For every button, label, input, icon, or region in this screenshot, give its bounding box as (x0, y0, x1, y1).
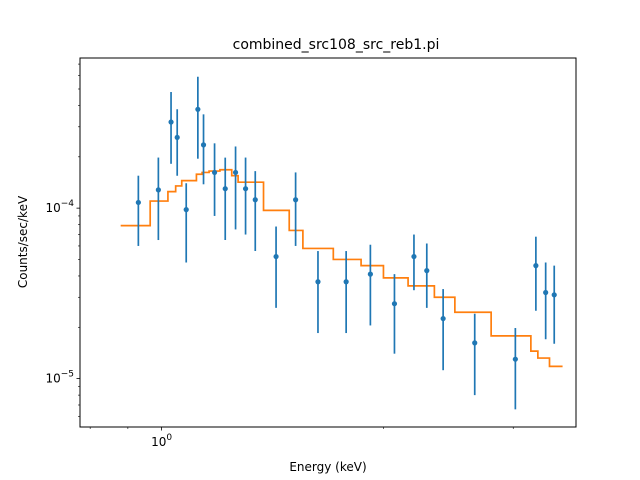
data-marker (232, 169, 239, 176)
data-point-16 (343, 251, 349, 334)
data-marker (343, 279, 349, 285)
data-marker (273, 253, 279, 260)
x-axis-label: Energy (keV) (289, 460, 366, 474)
data-marker (242, 186, 249, 192)
data-point-25 (543, 262, 549, 340)
model-step-line (120, 168, 563, 368)
data-point-22 (472, 313, 478, 396)
data-point-14 (293, 172, 299, 246)
y-axis-label: Counts/sec/keV (16, 195, 30, 288)
data-point-26 (551, 265, 557, 344)
data-marker (367, 271, 373, 277)
data-marker (512, 356, 518, 362)
data-marker (543, 289, 549, 296)
data-point-1 (135, 175, 141, 246)
data-marker (293, 197, 299, 203)
data-marker (391, 301, 398, 307)
chart-title: combined_src108_src_reb1.pi (233, 37, 440, 53)
plot-area (120, 76, 563, 410)
data-point-8 (211, 143, 218, 216)
data-points-layer (135, 76, 557, 410)
data-marker (315, 279, 321, 285)
x-tick-label: 100 (151, 433, 172, 449)
data-point-4 (174, 109, 180, 176)
data-point-20 (424, 243, 430, 308)
data-marker (411, 253, 417, 260)
data-marker (168, 119, 174, 125)
ticks-layer: 100 10−5 10−4 (45, 63, 514, 449)
data-marker (252, 197, 258, 203)
y-tick-label: 10−5 (45, 370, 74, 386)
data-point-12 (252, 171, 258, 252)
data-point-2 (155, 157, 161, 241)
data-marker (440, 315, 446, 322)
data-marker (200, 142, 207, 148)
data-marker (195, 106, 201, 112)
data-marker (174, 134, 180, 141)
data-marker (155, 187, 161, 193)
data-point-17 (367, 244, 373, 326)
data-point-6 (195, 76, 201, 159)
model-line-layer (120, 168, 563, 368)
data-point-13 (273, 226, 279, 308)
plot-frame (79, 57, 577, 428)
data-point-11 (242, 157, 249, 235)
data-marker (533, 263, 539, 269)
data-marker (472, 340, 478, 346)
data-point-21 (440, 289, 446, 371)
data-point-18 (391, 274, 398, 354)
data-marker (551, 292, 557, 298)
data-point-5 (183, 183, 189, 263)
data-marker (135, 199, 141, 206)
y-tick-label: 10−4 (45, 199, 74, 215)
data-point-15 (315, 251, 321, 334)
data-point-7 (200, 114, 207, 185)
data-marker (183, 207, 189, 213)
data-point-19 (411, 234, 417, 291)
data-point-9 (222, 157, 228, 241)
data-marker (424, 268, 430, 274)
data-point-23 (512, 328, 518, 410)
data-marker (222, 186, 228, 192)
data-point-10 (232, 146, 239, 230)
data-point-24 (533, 236, 539, 311)
data-marker (211, 169, 218, 176)
data-point-3 (168, 92, 174, 164)
